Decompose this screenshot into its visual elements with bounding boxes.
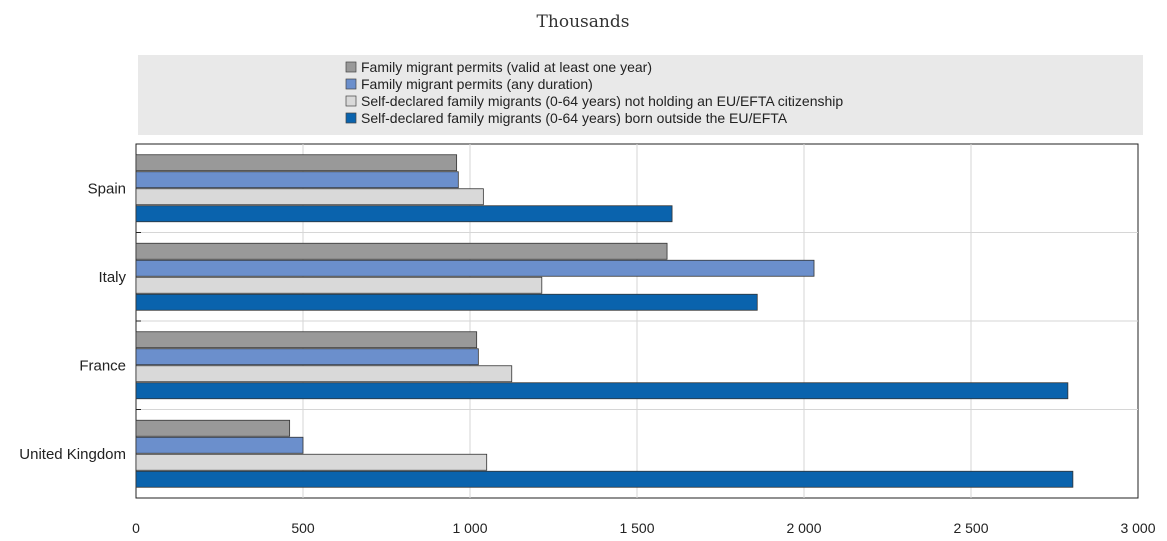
legend-box xyxy=(138,55,1143,135)
chart-subtitle: Thousands xyxy=(537,12,630,32)
legend-swatch-2 xyxy=(345,78,357,90)
legend-label-1: Family migrant permits (valid at least o… xyxy=(361,59,652,75)
bar-italy-series-2 xyxy=(135,259,815,277)
bar-italy-series-3 xyxy=(135,276,543,294)
bar-united-kingdom-series-4 xyxy=(135,470,1074,488)
bars xyxy=(135,154,1074,488)
category-label-spain: Spain xyxy=(88,180,126,197)
x-tick-label-2500: 2 500 xyxy=(953,520,988,536)
bar-italy-series-4 xyxy=(135,293,758,311)
legend-swatch-1 xyxy=(345,61,357,73)
bar-france-series-3 xyxy=(135,365,513,383)
category-labels: Spain Italy France United Kingdom xyxy=(19,180,126,463)
bar-france-series-2 xyxy=(135,348,479,366)
x-tick-label-3000: 3 000 xyxy=(1120,520,1155,536)
category-label-france: France xyxy=(79,357,126,374)
x-tick-label-2000: 2 000 xyxy=(786,520,821,536)
bar-italy-series-1 xyxy=(135,242,668,260)
legend-label-4: Self-declared family migrants (0-64 year… xyxy=(361,110,788,126)
bar-spain-series-3 xyxy=(135,188,484,206)
category-label-united-kingdom: United Kingdom xyxy=(19,446,126,463)
x-tick-label-0: 0 xyxy=(132,520,140,536)
bar-united-kingdom-series-2 xyxy=(135,436,304,454)
category-label-italy: Italy xyxy=(98,269,126,286)
legend-label-3: Self-declared family migrants (0-64 year… xyxy=(361,93,843,109)
x-tick-label-500: 500 xyxy=(291,520,315,536)
x-tick-label-1500: 1 500 xyxy=(619,520,654,536)
bar-france-series-4 xyxy=(135,382,1069,400)
legend-swatch-4 xyxy=(345,112,357,124)
bar-france-series-1 xyxy=(135,331,478,349)
bar-united-kingdom-series-3 xyxy=(135,453,488,471)
x-axis-ticks: 0 500 1 000 1 500 2 000 2 500 3 000 xyxy=(132,520,1156,536)
bar-spain-series-2 xyxy=(135,171,459,189)
bar-spain-series-4 xyxy=(135,205,673,223)
legend-label-2: Family migrant permits (any duration) xyxy=(361,76,593,92)
x-tick-label-1000: 1 000 xyxy=(452,520,487,536)
bar-spain-series-1 xyxy=(135,154,458,172)
legend: Family migrant permits (valid at least o… xyxy=(345,59,843,126)
bar-united-kingdom-series-1 xyxy=(135,419,291,437)
legend-swatch-3 xyxy=(345,95,357,107)
